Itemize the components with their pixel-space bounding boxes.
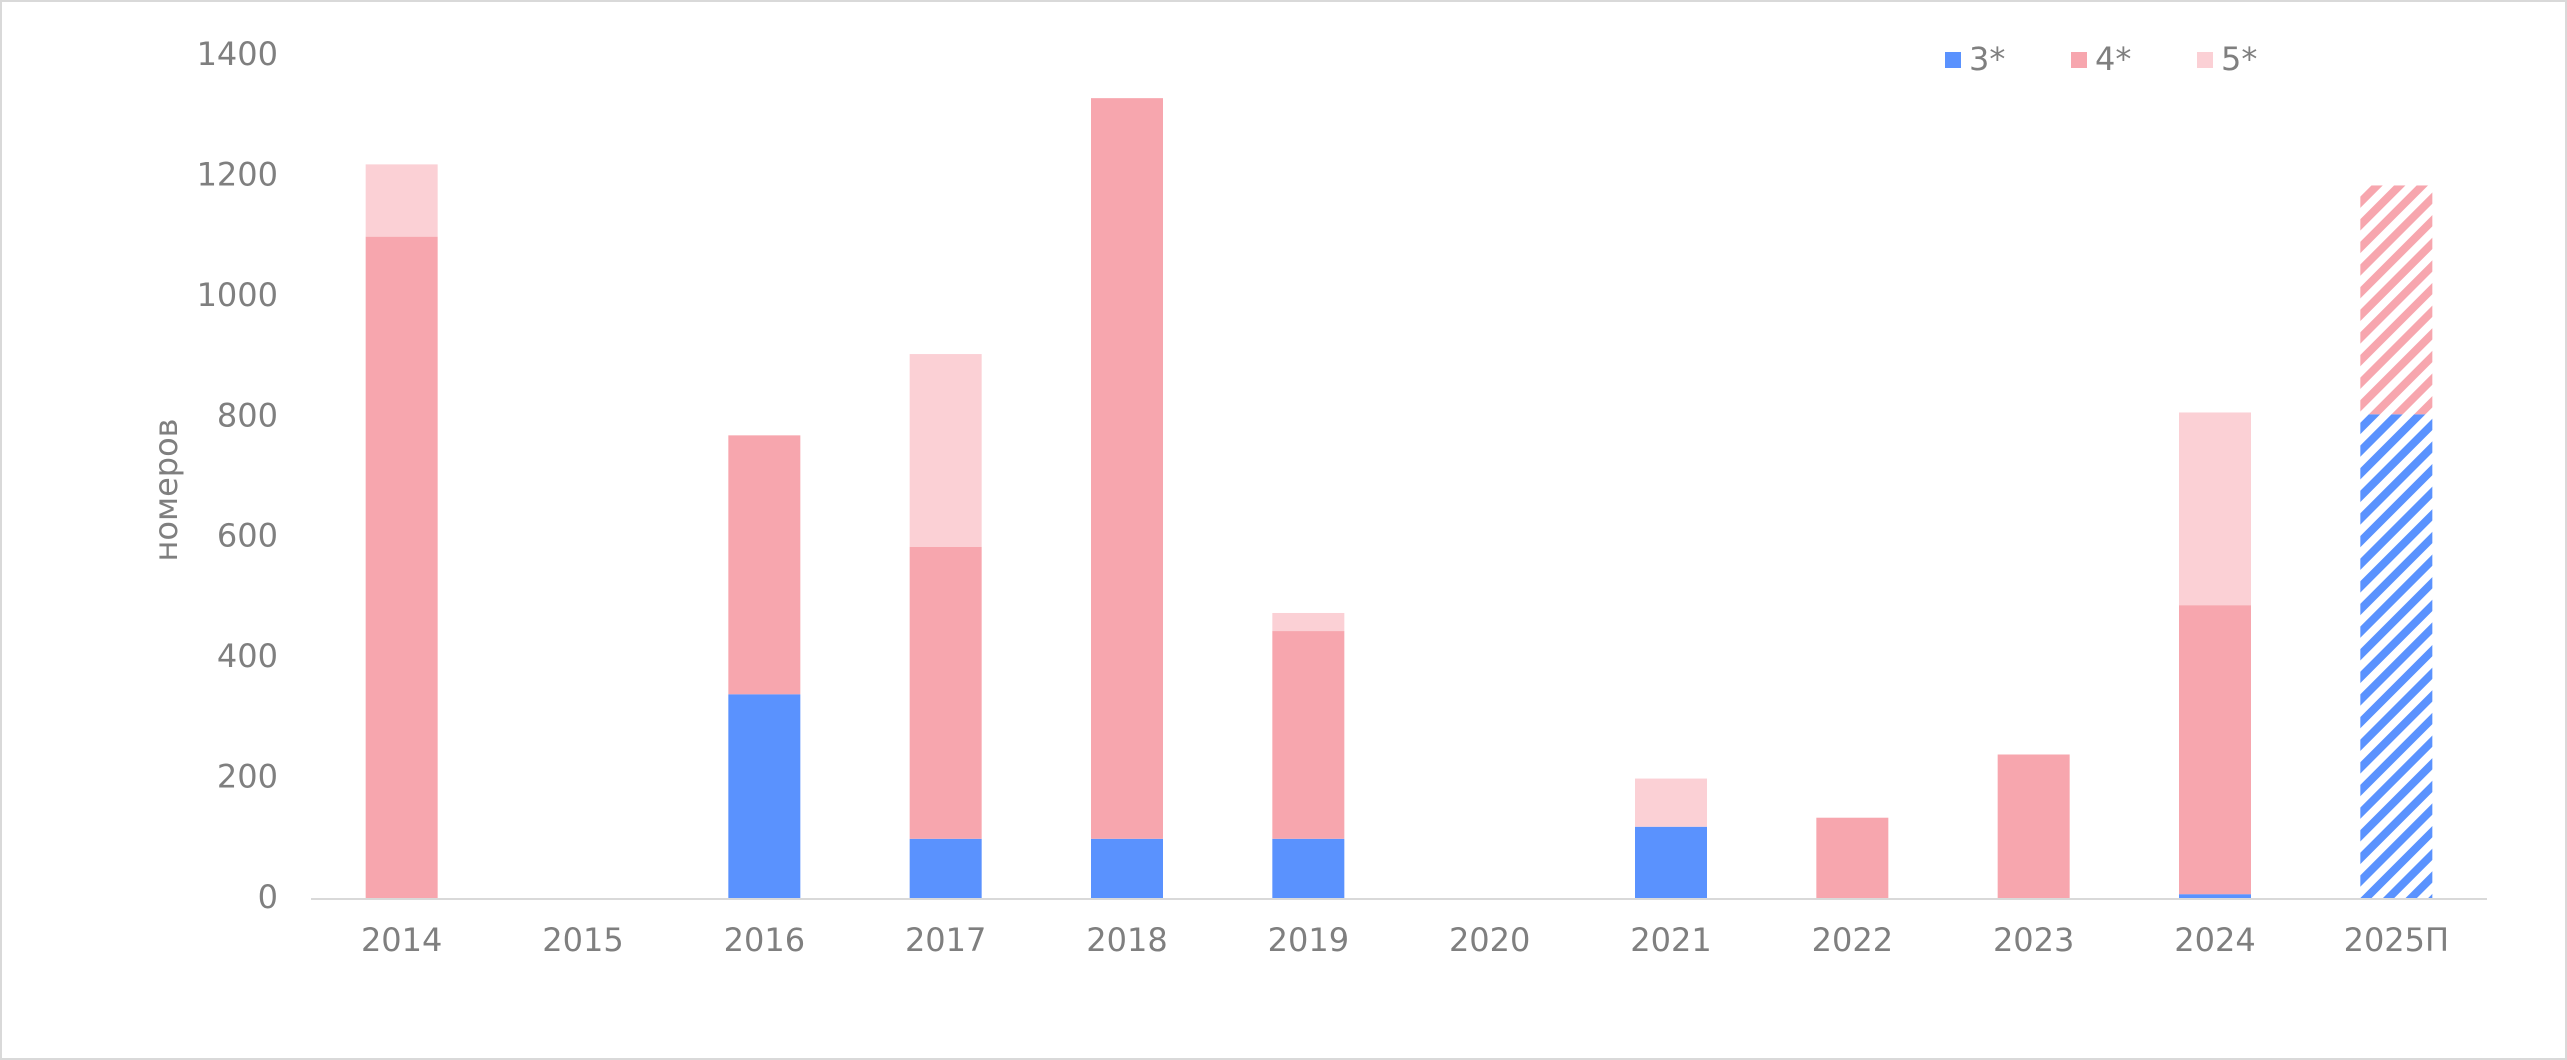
x-tick-label: 2018 xyxy=(1086,921,1167,959)
bar-segment xyxy=(1091,98,1163,839)
y-tick-label: 400 xyxy=(217,637,278,675)
bar-segment xyxy=(2179,412,2251,606)
bar-segment xyxy=(2360,185,2433,415)
bar-segment xyxy=(1635,778,1707,827)
bar-segment xyxy=(728,435,801,695)
bar-segment xyxy=(909,838,982,899)
bar-segment xyxy=(365,236,438,900)
x-tick-label: 2025П xyxy=(2344,921,2450,959)
bar-segment xyxy=(1997,754,2070,899)
x-tick-label: 2016 xyxy=(724,921,805,959)
y-tick-label: 1200 xyxy=(197,155,278,193)
y-tick-label: 0 xyxy=(258,878,278,916)
y-tick-label: 800 xyxy=(217,396,278,434)
x-tick-label: 2017 xyxy=(905,921,986,959)
bar-segment xyxy=(1272,612,1345,632)
legend-label: 5* xyxy=(2221,40,2257,78)
x-tick-label: 2024 xyxy=(2174,921,2255,959)
x-tick-label: 2022 xyxy=(1812,921,1893,959)
legend-label: 3* xyxy=(1969,40,2005,78)
bar-segment xyxy=(728,694,801,899)
bar-segment xyxy=(2360,414,2433,899)
bar-segment xyxy=(1635,826,1707,899)
x-tick-label: 2023 xyxy=(1993,921,2074,959)
bar-segment xyxy=(2179,894,2251,899)
y-tick-label: 1000 xyxy=(197,276,278,314)
y-tick-label: 600 xyxy=(217,517,278,555)
x-tick-label: 2015 xyxy=(542,921,623,959)
x-tick-label: 2021 xyxy=(1630,921,1711,959)
bar-segment xyxy=(2179,605,2251,895)
y-tick-label: 1400 xyxy=(197,35,278,73)
bar-segment xyxy=(365,164,438,237)
legend-swatch xyxy=(1945,52,1961,68)
legend-label: 4* xyxy=(2095,40,2131,78)
bar-segment xyxy=(1816,817,1889,899)
x-tick-label: 2014 xyxy=(361,921,442,959)
x-tick-label: 2019 xyxy=(1268,921,1349,959)
y-tick-label: 200 xyxy=(217,758,278,796)
bar-segment xyxy=(1272,838,1345,899)
bar-segment xyxy=(909,354,982,547)
bar-segment xyxy=(1091,838,1163,899)
legend-swatch xyxy=(2071,52,2087,68)
bar-segment xyxy=(1272,631,1345,839)
legend-swatch xyxy=(2197,52,2213,68)
bar-segment xyxy=(909,546,982,839)
y-axis-label: номеров xyxy=(147,418,185,561)
x-tick-label: 2020 xyxy=(1449,921,1530,959)
